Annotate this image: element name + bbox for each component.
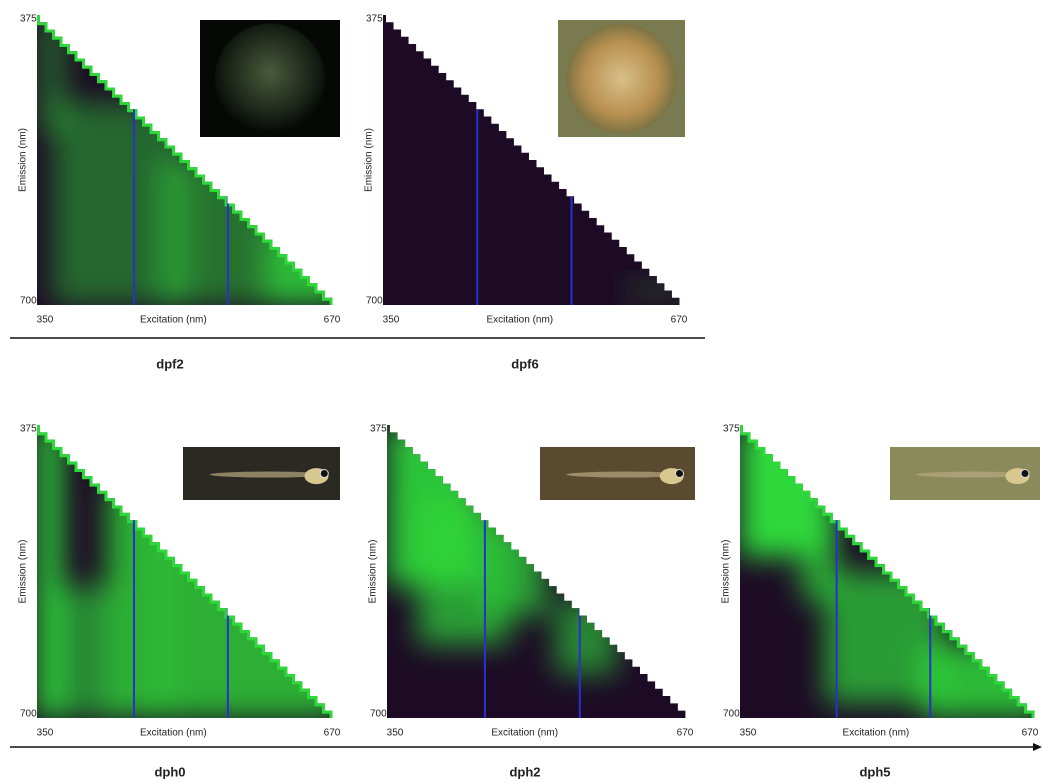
x-tick-label: 670 — [677, 728, 694, 739]
y-tick-label: 700 — [20, 709, 37, 720]
x-tick-label: 350 — [37, 728, 54, 739]
specimen-eye — [319, 469, 329, 478]
y-tick-label: 700 — [366, 296, 383, 307]
y-tick-label: 375 — [366, 14, 383, 25]
y-axis-label: Emission (nm) — [721, 540, 732, 604]
y-tick-label: 700 — [20, 296, 37, 307]
fluorescence-region — [158, 512, 340, 718]
fluorescence-region — [921, 644, 1042, 718]
diagonal-edge — [740, 425, 1042, 718]
y-tick-label: 375 — [723, 424, 740, 435]
x-tick-label: 350 — [383, 315, 400, 326]
x-tick-label: 670 — [671, 315, 688, 326]
fluorescence-region — [484, 527, 547, 616]
x-axis-label: Excitation (nm) — [491, 728, 558, 739]
x-axis-label: Excitation (nm) — [140, 728, 207, 739]
specimen-body — [209, 471, 330, 478]
fluorescence-region — [626, 276, 687, 305]
panel-label: dph5 — [859, 764, 890, 779]
panel-label: dph2 — [509, 764, 540, 779]
panel-label: dph0 — [154, 764, 185, 779]
y-axis-label: Emission (nm) — [364, 128, 375, 192]
x-tick-label: 350 — [740, 728, 757, 739]
fluorescence-region — [555, 600, 617, 675]
y-tick-label: 375 — [20, 14, 37, 25]
y-axis-label: Emission (nm) — [18, 540, 29, 604]
panel-label: dpf6 — [511, 356, 538, 371]
x-tick-label: 670 — [1022, 728, 1039, 739]
x-axis-label: Excitation (nm) — [140, 315, 207, 326]
specimen-body — [915, 471, 1030, 478]
x-axis-label: Excitation (nm) — [486, 315, 553, 326]
glow — [626, 276, 687, 305]
x-tick-label: 350 — [387, 728, 404, 739]
specimen-egg — [566, 23, 677, 134]
specimen-body — [566, 471, 685, 478]
y-tick-label: 700 — [723, 709, 740, 720]
y-tick-label: 700 — [370, 709, 387, 720]
x-axis-label: Excitation (nm) — [843, 728, 910, 739]
y-tick-label: 375 — [20, 424, 37, 435]
y-axis-label: Emission (nm) — [18, 128, 29, 192]
x-tick-label: 670 — [324, 315, 341, 326]
arrow-head — [1033, 743, 1042, 751]
y-tick-label: 375 — [370, 424, 387, 435]
diagonal-edge — [37, 425, 340, 718]
specimen-eye — [675, 469, 684, 478]
diagonal-edge — [37, 15, 340, 305]
panel-label: dpf2 — [156, 356, 183, 371]
x-tick-label: 350 — [37, 315, 54, 326]
y-axis-label: Emission (nm) — [368, 540, 379, 604]
x-tick-label: 670 — [324, 728, 341, 739]
fluorescence-region — [52, 586, 113, 718]
specimen-egg — [215, 23, 325, 134]
specimen-eye — [1020, 469, 1030, 478]
